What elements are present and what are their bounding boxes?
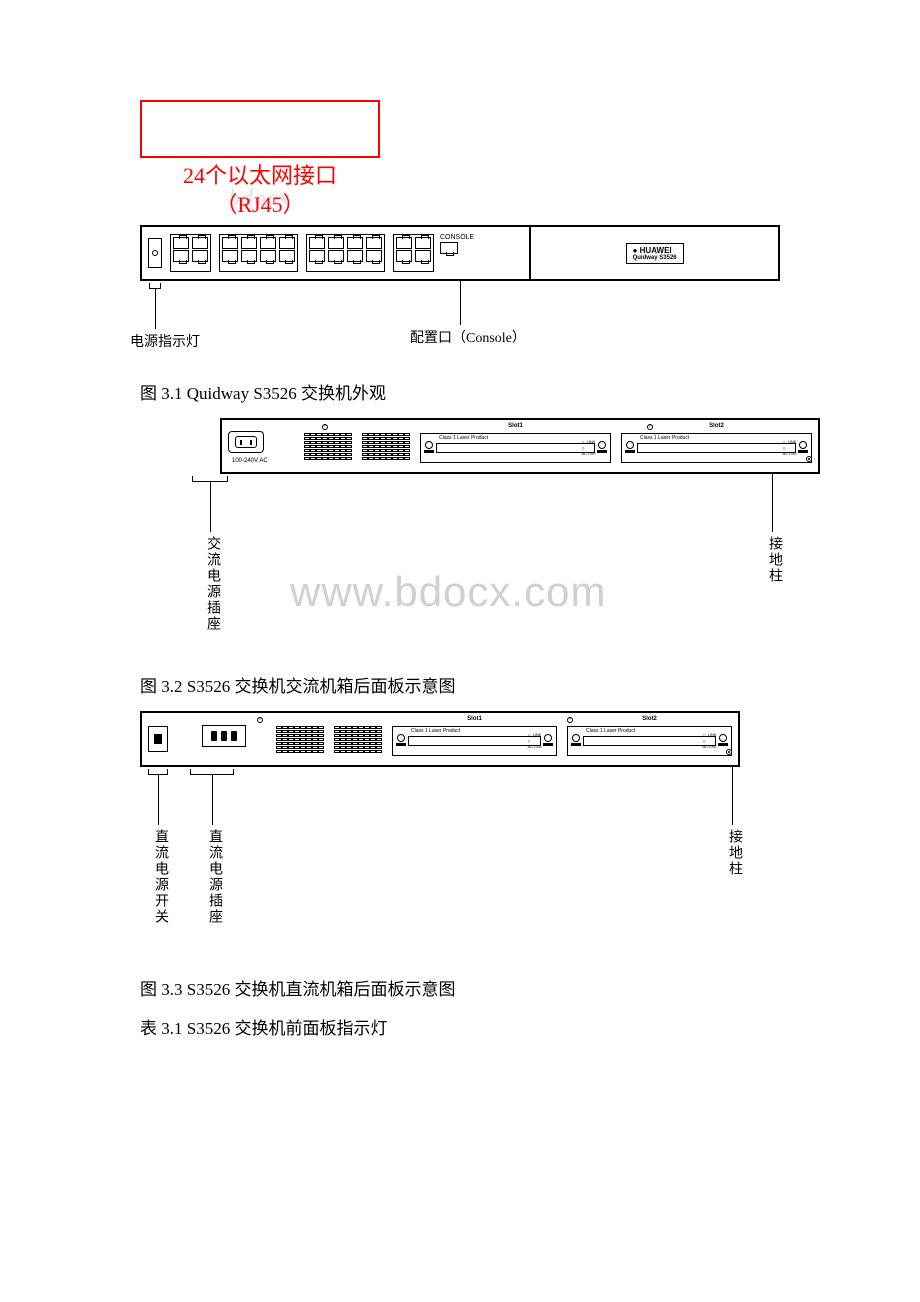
callout-line-dcsw <box>158 775 159 825</box>
brand-box: ● HUAWEI Quidway S3526 <box>531 243 778 264</box>
callout-line-gnd <box>772 474 773 532</box>
callout-console: 配置口（Console） <box>410 327 526 347</box>
dc-slot-1: Slot1 Class 1 Laser Product LINKACTIVE <box>392 726 557 756</box>
vent-grid-3 <box>276 726 324 753</box>
annotation-line1: 24个以太网接口 <box>183 163 337 188</box>
callout-line-ac <box>210 482 211 532</box>
callout-line-power <box>155 289 156 329</box>
ac-socket-icon <box>228 431 264 453</box>
watermark: www.bdocx.com <box>290 568 606 616</box>
port-group-3 <box>306 234 385 272</box>
dc-slot-2-title: Slot2 <box>568 716 731 722</box>
port-group-2 <box>219 234 298 272</box>
port-group-1 <box>170 234 211 272</box>
ac-rear-panel: 100-240V AC Slot1 <box>220 418 820 474</box>
brand-line2: Quidway S3526 <box>633 255 677 261</box>
figure-3-wrap: Slot1 Class 1 Laser Product LINKACTIVE S… <box>140 711 780 951</box>
callout-dc-switch: 直流电源开关 <box>150 829 170 925</box>
dc-socket-icon <box>202 725 246 747</box>
console-port-icon <box>440 242 458 254</box>
vent-grid-1 <box>304 433 352 460</box>
figure-2-wrap: 100-240V AC Slot1 <box>180 418 780 648</box>
table-heading: 表 3.1 S3526 交换机前面板指示灯 <box>140 1014 780 1039</box>
vent-grid-4 <box>334 726 382 753</box>
console-area: CONSOLE <box>440 234 474 272</box>
ac-voltage-label: 100-240V AC <box>232 458 268 464</box>
dc-slot-1-title: Slot1 <box>393 716 556 722</box>
slot-2-title: Slot2 <box>622 423 811 429</box>
callout-line-dcsock <box>212 775 213 825</box>
dc-rear-panel: Slot1 Class 1 Laser Product LINKACTIVE S… <box>140 711 740 767</box>
figure-1-wrap: CONSOLE ● HUAWEI Quidway S3526 电源指示灯 配置口… <box>140 225 780 355</box>
screw-icon-3 <box>257 717 263 723</box>
callout-line-dcgnd <box>732 767 733 825</box>
dc-slot-2: Slot2 Class 1 Laser Product LINKACTIVE <box>567 726 732 756</box>
figure-3-caption: 图 3.3 S3526 交换机直流机箱后面板示意图 <box>140 975 780 1000</box>
slot-2: Slot2 Class 1 Laser Product LINKACTIVE <box>621 433 812 463</box>
vent-grid-2 <box>362 433 410 460</box>
slot-2-text: Class 1 Laser Product <box>640 435 689 441</box>
console-label: CONSOLE <box>440 234 474 241</box>
slot-1-text: Class 1 Laser Product <box>439 435 488 441</box>
annotation-line2: （RJ45） <box>215 192 304 217</box>
slot-1: Slot1 Class 1 Laser Product LINKACTIVE <box>420 433 611 463</box>
callout-dc-socket: 直流电源插座 <box>204 829 224 925</box>
dc-switch-icon <box>148 726 168 752</box>
power-led-icon <box>148 238 162 268</box>
figure-1-caption: 图 3.1 Quidway S3526 交换机外观 <box>140 379 780 404</box>
red-annotation: bdocx 24个以太网接口 （RJ45） <box>140 162 380 219</box>
callout-dc-ground: 接地柱 <box>724 829 744 877</box>
callout-ground: 接地柱 <box>764 536 784 584</box>
screw-icon <box>322 424 328 430</box>
red-highlight-box <box>140 100 380 158</box>
switch-front-panel: CONSOLE ● HUAWEI Quidway S3526 <box>140 225 780 281</box>
document-page: bdocx 24个以太网接口 （RJ45） <box>0 0 920 1113</box>
slot-1-title: Slot1 <box>421 423 610 429</box>
port-group-4 <box>393 234 434 272</box>
callout-line-console <box>460 281 461 325</box>
figure-2-caption: 图 3.2 S3526 交换机交流机箱后面板示意图 <box>140 672 780 697</box>
brand-line1: HUAWEI <box>640 246 672 255</box>
callout-power-led: 电源指示灯 <box>130 331 200 351</box>
callout-ac-socket: 交流电源插座 <box>202 536 222 632</box>
